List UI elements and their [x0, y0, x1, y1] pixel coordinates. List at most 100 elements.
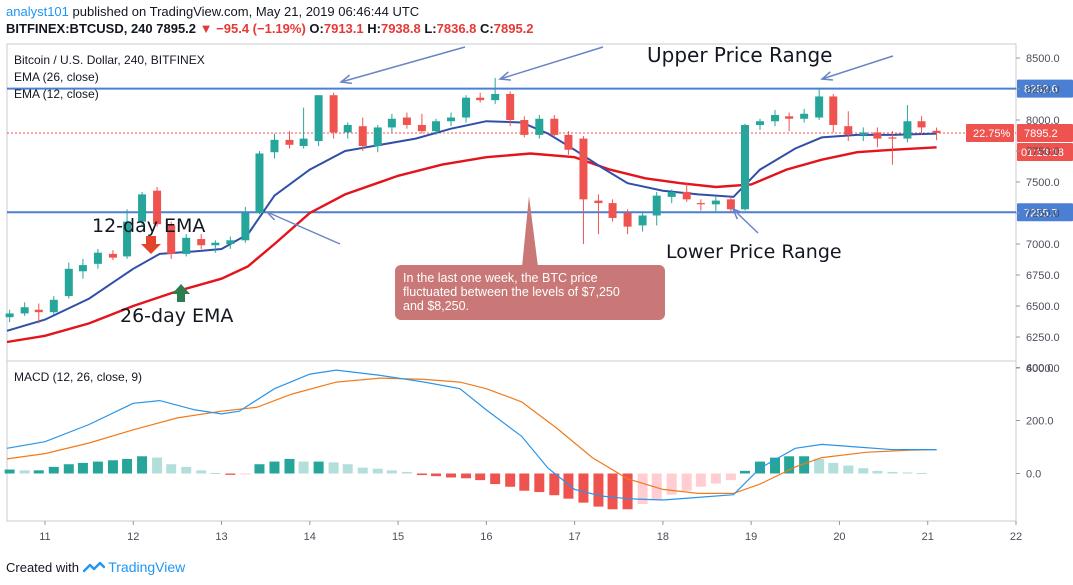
candle-body [462, 97, 471, 118]
price-change: −95.4 (−1.19%) [216, 21, 306, 36]
candle[interactable] [520, 116, 529, 138]
candle[interactable] [226, 236, 235, 249]
lower-price-range-label: Lower Price Range [666, 241, 842, 263]
candle[interactable] [167, 221, 176, 259]
candle[interactable] [476, 92, 485, 103]
arrow-lower-2-shaft [732, 208, 759, 234]
macd-histogram-bar [725, 473, 736, 481]
candle[interactable] [182, 234, 191, 257]
candle[interactable] [652, 191, 661, 226]
candle[interactable] [138, 191, 147, 226]
candle-body [755, 121, 764, 125]
candle[interactable] [462, 95, 471, 123]
candle[interactable] [667, 189, 676, 204]
created-with-label: Created with [6, 560, 79, 575]
candle[interactable] [506, 91, 515, 127]
candle[interactable] [932, 127, 941, 141]
candle[interactable] [20, 302, 29, 316]
macd-histogram-bar [19, 470, 30, 474]
candle[interactable] [844, 111, 853, 142]
candle[interactable] [726, 196, 735, 213]
candle[interactable] [917, 116, 926, 135]
candle[interactable] [329, 92, 338, 139]
macd-histogram-bar [254, 464, 265, 474]
candle[interactable] [771, 110, 780, 127]
candle[interactable] [696, 199, 705, 211]
candle[interactable] [432, 118, 441, 135]
candle[interactable] [255, 151, 264, 215]
candle[interactable] [903, 105, 912, 143]
candle-body [829, 96, 838, 125]
grid-lines [6, 43, 1017, 522]
candle[interactable] [682, 183, 691, 202]
candle[interactable] [314, 95, 323, 147]
candle[interactable] [815, 87, 824, 120]
candle[interactable] [638, 211, 647, 232]
candle[interactable] [358, 117, 367, 151]
candle[interactable] [594, 194, 603, 235]
macd-signal-line[interactable] [6, 377, 937, 494]
arrow-upper-3 [820, 55, 894, 81]
macd-histogram-bar [63, 464, 74, 474]
candle[interactable] [829, 93, 838, 133]
candle[interactable] [211, 240, 220, 253]
candle-body [153, 190, 162, 225]
candle[interactable] [78, 258, 87, 279]
tradingview-brand[interactable]: TradingView [108, 559, 186, 575]
candle[interactable] [417, 113, 426, 134]
candle[interactable] [123, 209, 132, 259]
macd-histogram-bar [739, 470, 750, 474]
candle[interactable] [491, 77, 500, 104]
candle[interactable] [873, 127, 882, 148]
candle-body [608, 203, 617, 218]
percent-tag-value: 22.75% [973, 128, 1011, 140]
candle[interactable] [447, 112, 456, 127]
candles-layer [5, 77, 941, 324]
candle[interactable] [270, 133, 279, 159]
time-tick-label: 17 [568, 531, 580, 543]
candle[interactable] [402, 112, 411, 129]
candle[interactable] [608, 199, 617, 222]
candle-body [299, 138, 308, 147]
candle[interactable] [5, 309, 14, 323]
candle[interactable] [197, 234, 206, 249]
candle[interactable] [34, 303, 43, 324]
upper-price-range-label: Upper Price Range [647, 43, 832, 67]
candle[interactable] [299, 107, 308, 149]
candle[interactable] [343, 122, 352, 139]
candle[interactable] [153, 186, 162, 227]
candle[interactable] [740, 123, 749, 211]
author-name[interactable]: analyst101 [6, 4, 69, 19]
macd-histogram-bar [519, 473, 530, 491]
candle[interactable] [241, 206, 250, 243]
candle[interactable] [800, 108, 809, 123]
callout-line: In the last one week, the BTC price [403, 271, 598, 285]
candle[interactable] [93, 248, 102, 269]
low-label: L: [424, 21, 437, 36]
candle[interactable] [535, 115, 544, 139]
candle[interactable] [564, 131, 573, 155]
price-tick-label: 8250.0 [1026, 84, 1060, 96]
candle[interactable] [285, 131, 294, 149]
arrow-upper-1-head [339, 74, 353, 85]
macd-histogram-bar [33, 470, 44, 474]
candle[interactable] [711, 196, 720, 213]
callout: In the last one week, the BTC pricefluct… [395, 196, 665, 320]
candle[interactable] [755, 118, 764, 130]
candle[interactable] [579, 136, 588, 244]
price-tick-label: 8500.0 [1026, 53, 1060, 65]
publish-info: published on TradingView.com, May 21, 20… [72, 4, 420, 19]
candle[interactable] [64, 262, 73, 299]
candle[interactable] [49, 296, 58, 315]
macd-line[interactable] [6, 369, 937, 501]
candle[interactable] [785, 112, 794, 132]
candle[interactable] [859, 127, 868, 142]
candle[interactable] [623, 209, 632, 235]
macd-histogram-bar [342, 464, 353, 474]
candle[interactable] [387, 113, 396, 133]
candle[interactable] [550, 115, 559, 138]
candle[interactable] [373, 124, 382, 153]
candle[interactable] [888, 131, 897, 165]
candle-body [343, 124, 352, 133]
candle[interactable] [108, 250, 117, 261]
